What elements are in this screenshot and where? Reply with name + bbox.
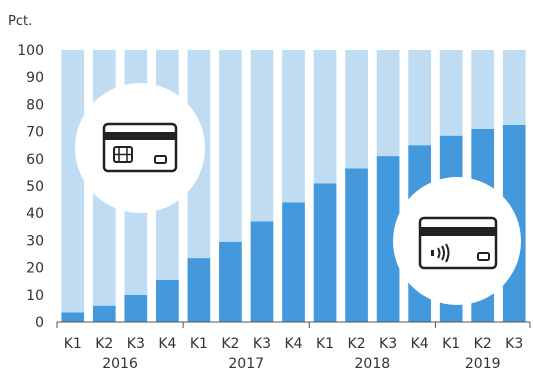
y-tick-label: 0 bbox=[35, 315, 44, 331]
x-tick-label: K3 bbox=[253, 336, 271, 352]
y-tick-label: 80 bbox=[26, 97, 44, 113]
bar-primary bbox=[61, 312, 85, 322]
x-tick-label: K2 bbox=[221, 336, 239, 352]
x-axis-ticks bbox=[56, 322, 531, 328]
x-tick-label: K4 bbox=[411, 336, 429, 352]
x-tick-label: K4 bbox=[158, 336, 176, 352]
y-axis-unit-label: Pct. bbox=[8, 14, 32, 29]
x-tick-label: K2 bbox=[95, 336, 113, 352]
x-tick-label: K2 bbox=[474, 336, 492, 352]
bar-primary bbox=[282, 202, 305, 322]
y-tick-label: 30 bbox=[26, 233, 44, 249]
bar-primary bbox=[156, 279, 179, 322]
bar-remainder bbox=[471, 50, 495, 129]
bar-primary bbox=[345, 168, 368, 322]
bar-remainder bbox=[282, 50, 305, 203]
y-axis-ticks: 0 10 20 30 40 50 60 70 80 90 100 bbox=[17, 43, 44, 331]
x-tick-label: K1 bbox=[316, 336, 334, 352]
x-tick-label: K1 bbox=[64, 336, 82, 352]
y-tick-label: 20 bbox=[26, 261, 44, 277]
y-tick-label: 100 bbox=[17, 43, 44, 59]
x-tick-label: K1 bbox=[442, 336, 460, 352]
y-tick-label: 50 bbox=[26, 179, 44, 195]
x-tick-label: K3 bbox=[127, 336, 145, 352]
bar-primary bbox=[219, 241, 242, 322]
bar-remainder bbox=[61, 50, 85, 313]
year-label: 2018 bbox=[355, 356, 391, 372]
bar-primary bbox=[313, 183, 337, 322]
chip-card-icon bbox=[75, 83, 205, 213]
bar-remainder bbox=[250, 50, 274, 222]
bar-remainder bbox=[408, 50, 431, 146]
bar-primary bbox=[92, 305, 116, 322]
y-tick-label: 90 bbox=[26, 70, 44, 86]
bar-remainder bbox=[439, 50, 463, 136]
contactless-card-icon bbox=[393, 177, 521, 305]
x-tick-label: K1 bbox=[190, 336, 208, 352]
bar-primary bbox=[250, 221, 274, 322]
year-label: 2016 bbox=[102, 356, 138, 372]
bar-remainder bbox=[345, 50, 368, 169]
y-tick-label: 60 bbox=[26, 152, 44, 168]
year-labels: 2016 2017 2018 2019 bbox=[102, 356, 500, 372]
x-axis-labels: K1 K2 K3 K4 K1 K2 K3 K4 K1 K2 K3 K4 K1 K2 K3 bbox=[64, 336, 524, 352]
y-tick-label: 70 bbox=[26, 125, 44, 141]
bar-primary bbox=[376, 156, 400, 322]
bar-remainder bbox=[502, 50, 526, 125]
bar-primary bbox=[124, 294, 148, 322]
bar-remainder bbox=[219, 50, 242, 242]
bar-remainder bbox=[313, 50, 337, 184]
x-tick-label: K4 bbox=[284, 336, 302, 352]
x-tick-label: K2 bbox=[348, 336, 366, 352]
year-label: 2019 bbox=[465, 356, 501, 372]
year-label: 2017 bbox=[228, 356, 264, 372]
y-tick-label: 40 bbox=[26, 206, 44, 222]
bar-primary bbox=[187, 258, 211, 322]
x-tick-label: K3 bbox=[505, 336, 523, 352]
y-tick-label: 10 bbox=[26, 288, 44, 304]
x-tick-label: K3 bbox=[379, 336, 397, 352]
bar-remainder bbox=[376, 50, 400, 157]
